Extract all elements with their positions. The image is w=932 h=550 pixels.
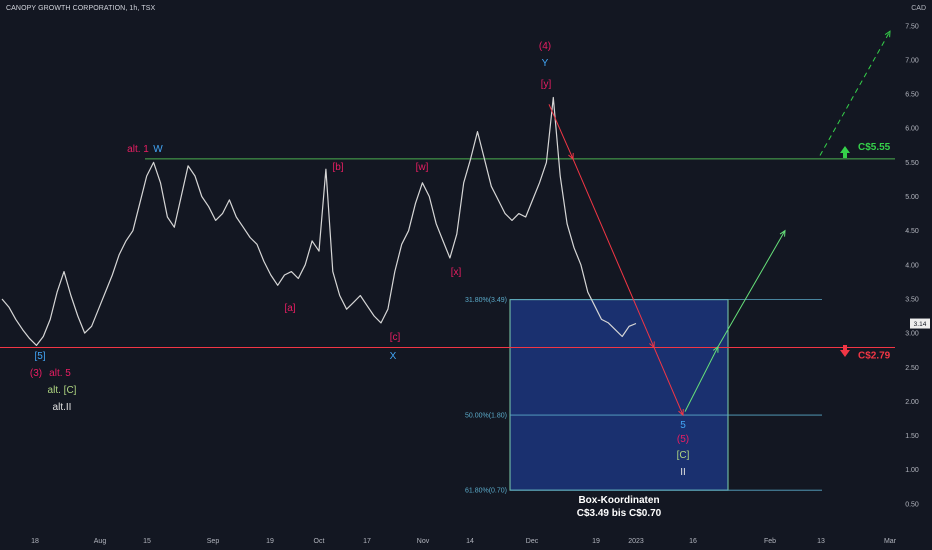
arrow-down-2 <box>572 158 655 348</box>
current-price-tag <box>910 318 930 329</box>
target-box <box>509 299 729 491</box>
wave-label: [5] <box>34 351 45 362</box>
arrow-up-2 <box>717 230 786 348</box>
wave-label: II <box>680 467 686 478</box>
fib-label: 61.80%(0.70) <box>465 488 507 495</box>
chart-header: CANOPY GROWTH CORPORATION, 1h, TSX <box>6 5 156 12</box>
arrow-down-1 <box>548 104 574 160</box>
arrow-down-3 <box>653 347 684 416</box>
time-tick: Sep <box>207 538 220 545</box>
arrow-down-3-head <box>678 409 684 417</box>
wave-label: Y <box>542 58 549 69</box>
time-tick: 13 <box>817 538 825 545</box>
time-tick: 16 <box>689 538 697 545</box>
wave-label: alt. [C] <box>48 385 77 396</box>
price-tick: 2.00 <box>905 399 919 406</box>
timeframe: 1h <box>129 5 138 12</box>
time-tick: Feb <box>764 538 776 545</box>
time-tick: Oct <box>314 538 325 545</box>
wave-label: (3) <box>30 368 42 379</box>
time-tick: Nov <box>417 538 430 545</box>
price-tick: 5.50 <box>905 160 919 167</box>
exchange: TSX <box>141 5 156 12</box>
wave-label: [w] <box>416 162 429 173</box>
fib-label: 31.80%(3.49) <box>465 297 507 304</box>
time-tick: 17 <box>363 538 371 545</box>
currency-label: CAD <box>911 5 926 12</box>
wave-label: alt. 5 <box>49 368 71 379</box>
time-tick: 19 <box>266 538 274 545</box>
time-tick: 2023 <box>628 538 644 545</box>
arrow-up-dashed <box>819 30 891 156</box>
price-tick: 6.50 <box>905 92 919 99</box>
price-tick: 4.00 <box>905 262 919 269</box>
down-arrow-icon <box>840 345 850 357</box>
fib-label: 50.00%(1.80) <box>465 413 507 420</box>
price-tick: 4.50 <box>905 228 919 235</box>
time-tick: 15 <box>143 538 151 545</box>
price-tick: 3.00 <box>905 331 919 338</box>
wave-label: X <box>390 351 397 362</box>
price-tick: 7.50 <box>905 23 919 30</box>
price-tick: 2.50 <box>905 365 919 372</box>
wave-label: [b] <box>332 162 343 173</box>
support-label: C$2.79 <box>858 350 891 361</box>
time-tick: Mar <box>884 538 897 545</box>
symbol-name: CANOPY GROWTH CORPORATION <box>6 5 126 12</box>
wave-label: W <box>153 144 163 155</box>
box-subtitle: C$3.49 bis C$0.70 <box>577 508 662 519</box>
price-line <box>1 96 637 346</box>
current-price-value: 3.14 <box>914 321 927 328</box>
wave-label: (5) <box>677 434 689 445</box>
time-tick: 19 <box>592 538 600 545</box>
time-tick: 18 <box>31 538 39 545</box>
wave-label: [y] <box>541 79 552 90</box>
wave-label: (4) <box>539 41 551 52</box>
time-tick: Aug <box>94 538 107 545</box>
price-tick: 1.50 <box>905 433 919 440</box>
price-tick: 6.00 <box>905 126 919 133</box>
price-tick: 1.00 <box>905 467 919 474</box>
price-tick: 7.00 <box>905 57 919 64</box>
wave-label: alt.II <box>53 402 72 413</box>
wave-label: alt. 1 <box>127 144 149 155</box>
wave-label: [C] <box>677 450 690 461</box>
time-tick: Dec <box>526 538 539 545</box>
time-tick: 14 <box>466 538 474 545</box>
price-tick: 5.00 <box>905 194 919 201</box>
box-title: Box-Koordinaten <box>578 495 659 506</box>
resistance-label: C$5.55 <box>858 142 891 153</box>
wave-label: 5 <box>680 420 686 431</box>
wave-label: [x] <box>451 267 462 278</box>
price-tick: 3.50 <box>905 296 919 303</box>
arrow-up-2-head <box>779 229 786 237</box>
wave-label: [a] <box>284 303 295 314</box>
up-arrow-icon <box>840 146 850 158</box>
arrow-up-dashed-head <box>884 30 891 38</box>
price-tick: 0.50 <box>905 501 919 508</box>
wave-label: [c] <box>390 332 401 343</box>
arrow-up-1 <box>684 346 719 412</box>
